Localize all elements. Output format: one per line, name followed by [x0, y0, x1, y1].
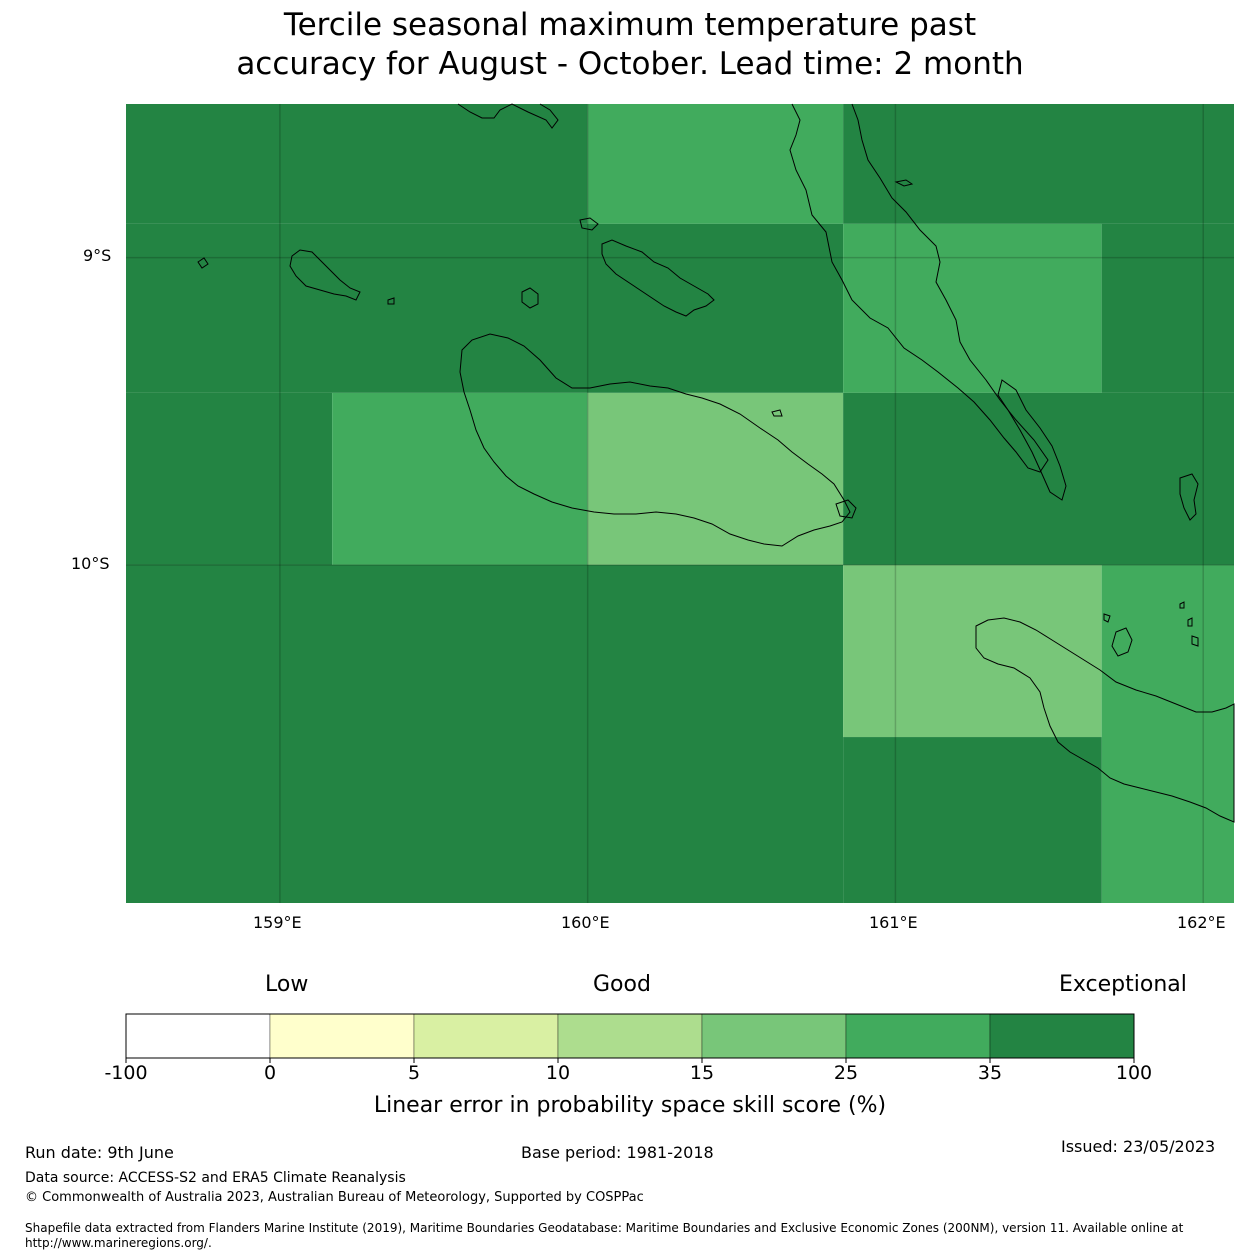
skill-cell-1 [587, 104, 844, 224]
skill-cell-0 [126, 104, 588, 224]
coastline-islet [894, 179, 914, 187]
issued-date: Issued: 23/05/2023 [1061, 1137, 1216, 1156]
coastline-islet [387, 297, 395, 305]
skill-cell-3 [126, 223, 844, 393]
data-source: Data source: ACCESS-S2 and ERA5 Climate … [25, 1170, 406, 1186]
coastline-islet [835, 499, 857, 519]
coastline-islet [1191, 635, 1199, 647]
colorbar-swatch-0 [125, 1013, 271, 1059]
colorbar-outline [125, 1013, 1135, 1059]
coastline-russell-islands [289, 249, 361, 301]
base-period: Base period: 1981-2018 [521, 1143, 714, 1162]
lat-label-9s: 9°S [83, 246, 112, 265]
colorbar-tick-label: 25 [833, 1062, 859, 1084]
coastline-isabel-east [997, 379, 1067, 501]
chart-title: Tercile seasonal maximum temperature pas… [0, 6, 1260, 84]
skill-cell-6 [126, 392, 333, 565]
coastline-islet [579, 217, 599, 231]
colorbar-swatch-3 [557, 1013, 703, 1059]
run-date: Run date: 9th June [25, 1143, 174, 1162]
coastline-guadalcanal [459, 333, 851, 547]
coastline-santa-isabel [789, 103, 1049, 473]
colorbar-swatch-4 [701, 1013, 847, 1059]
skill-cell-12 [1101, 564, 1234, 903]
lon-label-159e: 159°E [253, 913, 302, 932]
colorbar-swatch-2 [413, 1013, 559, 1059]
coastline-north-top [457, 103, 559, 129]
colorbar-tick-label: 0 [263, 1062, 277, 1084]
coastlines [197, 103, 1235, 823]
colorbar-tick-label: 100 [1115, 1062, 1153, 1084]
lon-label-161e: 161°E [869, 913, 918, 932]
colorbar-label-low: Low [265, 972, 309, 997]
coastline-savo [521, 287, 539, 309]
title-line-1: Tercile seasonal maximum temperature pas… [283, 7, 977, 43]
coastline-ulawa [1111, 627, 1133, 657]
colorbar-label-good: Good [593, 972, 651, 997]
coastline-maramasike [1179, 473, 1199, 521]
skill-cell-9 [843, 392, 1234, 565]
coastline-islet [1103, 613, 1111, 623]
lat-label-10s: 10°S [71, 554, 110, 573]
shapefile-credit: Shapefile data extracted from Flanders M… [25, 1221, 1184, 1250]
coastline-islet [771, 409, 783, 417]
colorbar-label-exceptional: Exceptional [1059, 972, 1187, 997]
skill-cell-5 [1101, 223, 1234, 393]
colorbar-tick-label: 5 [407, 1062, 421, 1084]
colorbar-swatch-5 [845, 1013, 991, 1059]
coastline-islet [197, 257, 209, 269]
graticule [126, 104, 1234, 903]
colorbar [125, 1013, 1135, 1059]
coastline-florida-islands [601, 239, 715, 317]
skill-cell-10 [126, 564, 844, 903]
colorbar-tick-label: 15 [689, 1062, 715, 1084]
colorbar-swatch-1 [269, 1013, 415, 1059]
coastline-islet [1187, 617, 1193, 627]
colorbar-tick-label: -100 [104, 1062, 148, 1084]
skill-cell-11 [843, 564, 1102, 738]
colorbar-tick-label: 10 [545, 1062, 571, 1084]
skill-grid [126, 104, 1234, 903]
coastline-islet [1179, 601, 1185, 609]
copyright: © Commonwealth of Australia 2023, Austra… [25, 1190, 644, 1205]
skill-cell-2 [843, 104, 1234, 224]
lon-label-162e: 162°E [1177, 913, 1226, 932]
lon-label-160e: 160°E [561, 913, 610, 932]
skill-cell-4 [843, 223, 1102, 393]
colorbar-tick-label: 35 [977, 1062, 1003, 1084]
coastline-makira [975, 617, 1235, 823]
skill-cell-8 [587, 392, 844, 565]
title-line-2: accuracy for August - October. Lead time… [236, 46, 1024, 82]
skill-cell-7 [332, 392, 588, 565]
colorbar-axis-label: Linear error in probability space skill … [373, 1093, 887, 1118]
colorbar-swatch-6 [989, 1013, 1135, 1059]
skill-cell-13 [843, 737, 1102, 903]
